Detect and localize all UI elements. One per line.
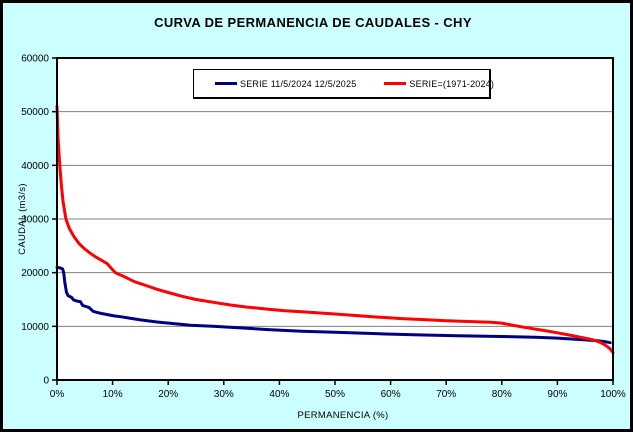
x-tick-label: 100%: [600, 389, 626, 400]
x-tick-label: 60%: [381, 389, 401, 400]
legend-entry-serie-1971-2024: SERIE=(1971-2024): [384, 79, 494, 89]
y-tick-label: 30000: [21, 215, 49, 226]
series-lines: [55, 104, 615, 355]
x-tick-label: 0%: [50, 389, 65, 400]
x-tick-label: 20%: [158, 389, 178, 400]
y-tick-label: 40000: [21, 161, 49, 172]
flow-duration-chart: 0 10000 20000 30000 40000 50000 60000 0% 10% 20% 3…: [17, 15, 626, 421]
axis-tick-labels: 0 10000 20000 30000 40000 50000 60000 0% 10% 20% 3…: [21, 54, 626, 401]
x-tick-label: 40%: [269, 389, 289, 400]
y-tick-label: 60000: [21, 54, 49, 65]
x-tick-label: 10%: [103, 389, 123, 400]
legend-line-red: [384, 82, 407, 85]
legend: SERIE 11/5/2024 12/5/2025 SERIE=(1971-20…: [193, 69, 494, 99]
y-tick-label: 10000: [21, 322, 49, 333]
x-tick-label: 70%: [436, 389, 456, 400]
y-tick-label: 0: [43, 376, 49, 387]
x-tick-label: 80%: [492, 389, 512, 400]
legend-label: SERIE 11/5/2024 12/5/2025: [240, 78, 357, 89]
legend-entry-serie-2024-2025: SERIE 11/5/2024 12/5/2025: [215, 79, 356, 89]
y-axis-title: CAUDAL (m3/s): [17, 183, 28, 255]
x-axis-title: PERMANENCIA (%): [297, 410, 388, 421]
legend-label: SERIE=(1971-2024): [409, 78, 495, 89]
series-line-1: [55, 104, 615, 355]
series-line-0: [55, 265, 612, 345]
x-tick-label: 90%: [547, 389, 567, 400]
plot-border: [56, 57, 614, 381]
x-tick-label: 30%: [214, 389, 234, 400]
x-tick-label: 50%: [325, 389, 345, 400]
chart-title: CURVA DE PERMANENCIA DE CAUDALES - CHY: [154, 15, 472, 30]
legend-line-blue: [215, 82, 237, 85]
y-tick-label: 50000: [21, 107, 49, 118]
y-tick-label: 20000: [21, 268, 49, 279]
